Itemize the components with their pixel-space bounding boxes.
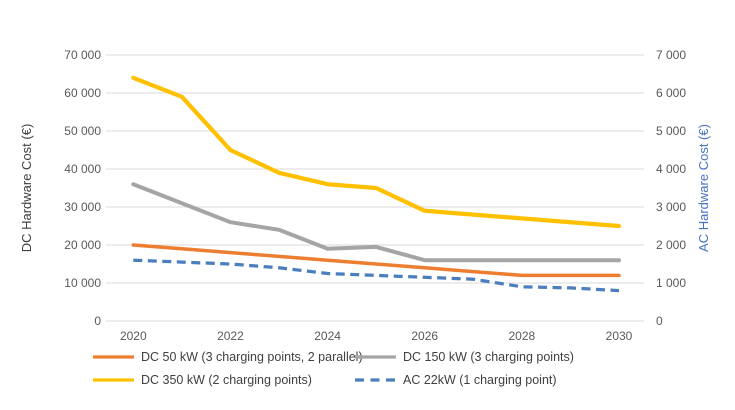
left-axis-title: DC Hardware Cost (€) bbox=[19, 124, 34, 253]
legend-marker-dc-50kw bbox=[93, 355, 134, 359]
right-axis-title: AC Hardware Cost (€) bbox=[696, 124, 711, 252]
series-line-dc-150kw bbox=[131, 182, 621, 263]
legend-label: DC 150 kW (3 charging points) bbox=[403, 350, 574, 364]
left-axis-tick-label: 0 bbox=[94, 314, 101, 328]
x-axis-tick-label: 2028 bbox=[509, 329, 536, 343]
series-line-dc-50kw bbox=[131, 243, 621, 278]
right-axis-tick-label: 1 000 bbox=[656, 276, 686, 290]
legend-item-dc-150kw: DC 150 kW (3 charging points) bbox=[355, 350, 574, 364]
legend-item-dc-50kw: DC 50 kW (3 charging points, 2 parallel) bbox=[93, 350, 363, 364]
right-axis-tick-labels: 7 000 6 000 5 000 4 000 3 000 2 000 1 000 0 bbox=[656, 48, 686, 328]
legend-marker-ac-22kw bbox=[355, 378, 396, 382]
left-axis-tick-label: 20 000 bbox=[64, 238, 101, 252]
left-axis-tick-label: 30 000 bbox=[64, 200, 101, 214]
x-axis-tick-label: 2030 bbox=[606, 329, 633, 343]
x-axis-tick-label: 2022 bbox=[217, 329, 244, 343]
legend-marker-dc-150kw bbox=[355, 355, 396, 359]
legend-item-dc-350kw: DC 350 kW (2 charging points) bbox=[93, 373, 355, 387]
x-axis-tick-label: 2020 bbox=[120, 329, 147, 343]
x-axis-tick-labels: 2020 2022 2024 2026 2028 2030 bbox=[120, 329, 633, 343]
right-axis-tick-label: 7 000 bbox=[656, 48, 686, 62]
right-axis-tick-label: 3 000 bbox=[656, 200, 686, 214]
x-axis-tick-label: 2026 bbox=[411, 329, 438, 343]
series-line-dc-350kw bbox=[131, 75, 622, 229]
left-axis-tick-label: 70 000 bbox=[64, 48, 101, 62]
left-axis-tick-label: 60 000 bbox=[64, 86, 101, 100]
right-axis-tick-label: 0 bbox=[656, 314, 663, 328]
legend-item-ac-22kw: AC 22kW (1 charging point) bbox=[355, 373, 574, 387]
left-axis-tick-label: 40 000 bbox=[64, 162, 101, 176]
left-axis-tick-label: 50 000 bbox=[64, 124, 101, 138]
right-axis-tick-label: 4 000 bbox=[656, 162, 686, 176]
left-axis-tick-label: 10 000 bbox=[64, 276, 101, 290]
right-axis-tick-label: 6 000 bbox=[656, 86, 686, 100]
right-axis-tick-label: 2 000 bbox=[656, 238, 686, 252]
legend-label: DC 350 kW (2 charging points) bbox=[141, 373, 312, 387]
legend-label: DC 50 kW (3 charging points, 2 parallel) bbox=[141, 350, 363, 364]
chart-legend: DC 50 kW (3 charging points, 2 parallel)… bbox=[93, 350, 574, 387]
series-line-ac-22kw bbox=[133, 258, 620, 293]
legend-label: AC 22kW (1 charging point) bbox=[403, 373, 557, 387]
x-axis-tick-label: 2024 bbox=[314, 329, 341, 343]
series-lines bbox=[131, 75, 622, 293]
right-axis-tick-label: 5 000 bbox=[656, 124, 686, 138]
left-axis-tick-labels: 70 000 60 000 50 000 40 000 30 000 20 000 10 0… bbox=[64, 48, 101, 328]
legend-marker-dc-350kw bbox=[93, 378, 134, 382]
